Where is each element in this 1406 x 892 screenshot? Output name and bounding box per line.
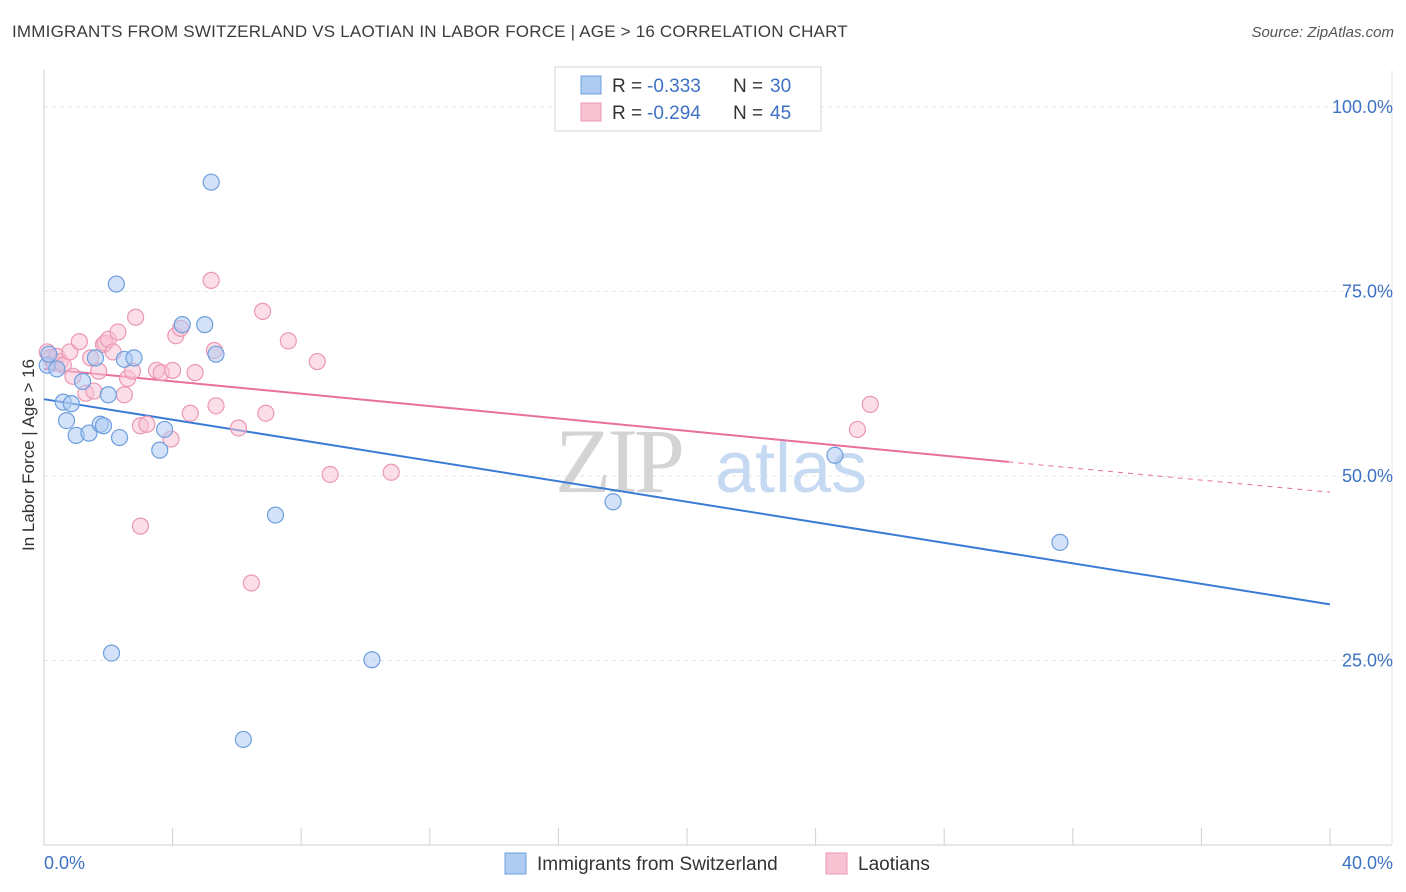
point-switzerland (48, 360, 66, 378)
point-switzerland (73, 372, 92, 391)
legend-swatch-switzerland (504, 852, 527, 875)
point-laotians (181, 404, 199, 422)
stats-legend-r-value: -0.294 (647, 103, 701, 124)
y-tick-label: 25.0% (1342, 650, 1393, 670)
y-tick-label: 75.0% (1342, 281, 1393, 301)
legend-label-switzerland: Immigrants from Switzerland (537, 854, 778, 875)
point-laotians (202, 271, 220, 289)
point-switzerland (62, 395, 80, 413)
point-switzerland (234, 730, 252, 749)
grid-lines (44, 106, 1392, 661)
legend-swatch-laotians (825, 852, 848, 875)
source-label: Source: ZipAtlas.com (1251, 24, 1394, 41)
x-tick-labels: 0.0% 40.0% (44, 853, 1393, 873)
point-switzerland (173, 316, 191, 334)
point-laotians (207, 397, 225, 415)
axes (43, 70, 1393, 846)
point-laotians (257, 404, 275, 422)
point-switzerland (99, 386, 117, 404)
stats-legend-r-value: -0.333 (647, 76, 701, 97)
point-switzerland (110, 428, 129, 447)
stats-legend-r-label: R = (612, 76, 642, 97)
point-switzerland (604, 493, 622, 511)
point-switzerland (155, 420, 174, 439)
point-laotians (229, 419, 248, 437)
point-laotians (254, 302, 272, 320)
point-laotians (109, 323, 127, 341)
point-laotians (308, 352, 326, 371)
point-switzerland (80, 424, 98, 442)
point-laotians (138, 415, 156, 433)
point-laotians (242, 574, 260, 592)
stats-legend-n-value: 30 (770, 76, 791, 97)
stats-legend-r-label: R = (612, 103, 642, 124)
point-switzerland (826, 446, 844, 464)
y-tick-label: 50.0% (1342, 466, 1393, 486)
point-laotians (321, 465, 339, 484)
trend-line-switzerland (43, 398, 1331, 606)
trend-line-laotians-extension (1008, 461, 1331, 493)
watermark-zip: ZIP (555, 410, 682, 512)
point-laotians (279, 332, 297, 350)
point-laotians (861, 395, 879, 413)
stats-legend-n-label: N = (733, 103, 763, 124)
point-laotians (70, 333, 88, 351)
stats-legend-n-label: N = (733, 76, 763, 97)
chart-title: IMMIGRANTS FROM SWITZERLAND VS LAOTIAN I… (12, 22, 848, 41)
x-tick-label-min: 0.0% (44, 853, 85, 873)
point-switzerland (40, 345, 58, 363)
point-laotians (848, 420, 866, 439)
point-switzerland (107, 275, 125, 293)
point-switzerland (125, 349, 143, 367)
point-switzerland (151, 441, 169, 459)
x-tick-label-max: 40.0% (1342, 853, 1393, 873)
y-axis-label: In Labor Force | Age > 16 (19, 359, 38, 551)
series-legend: Immigrants from Switzerland Laotians (504, 852, 930, 875)
y-tick-labels: 25.0% 50.0% 75.0% 100.0% (1332, 97, 1393, 671)
point-switzerland (207, 345, 225, 363)
point-laotians (164, 361, 182, 380)
point-laotians (382, 463, 400, 481)
point-laotians (127, 308, 145, 326)
point-laotians (186, 364, 204, 382)
point-laotians (115, 386, 133, 404)
point-switzerland (57, 411, 76, 430)
point-laotians (131, 517, 150, 535)
data-points (38, 173, 1069, 749)
stats-legend-swatch (580, 102, 602, 122)
watermark: ZIP atlas (555, 410, 867, 512)
stats-legend-swatch (580, 75, 602, 95)
point-switzerland (363, 651, 381, 669)
point-switzerland (86, 349, 105, 367)
point-switzerland (1051, 533, 1069, 551)
stats-legend-n-value: 45 (770, 103, 791, 124)
point-switzerland (202, 173, 220, 191)
stats-legend: R = -0.333 N = 30 R = -0.294 N = 45 (554, 66, 822, 132)
trend-lines (43, 367, 1331, 606)
y-tick-label: 100.0% (1332, 97, 1393, 117)
point-switzerland (266, 506, 285, 524)
legend-label-laotians: Laotians (858, 854, 930, 875)
point-switzerland (196, 316, 214, 334)
trend-line-laotians (43, 367, 1009, 463)
point-switzerland (94, 417, 113, 435)
point-switzerland (102, 644, 121, 662)
